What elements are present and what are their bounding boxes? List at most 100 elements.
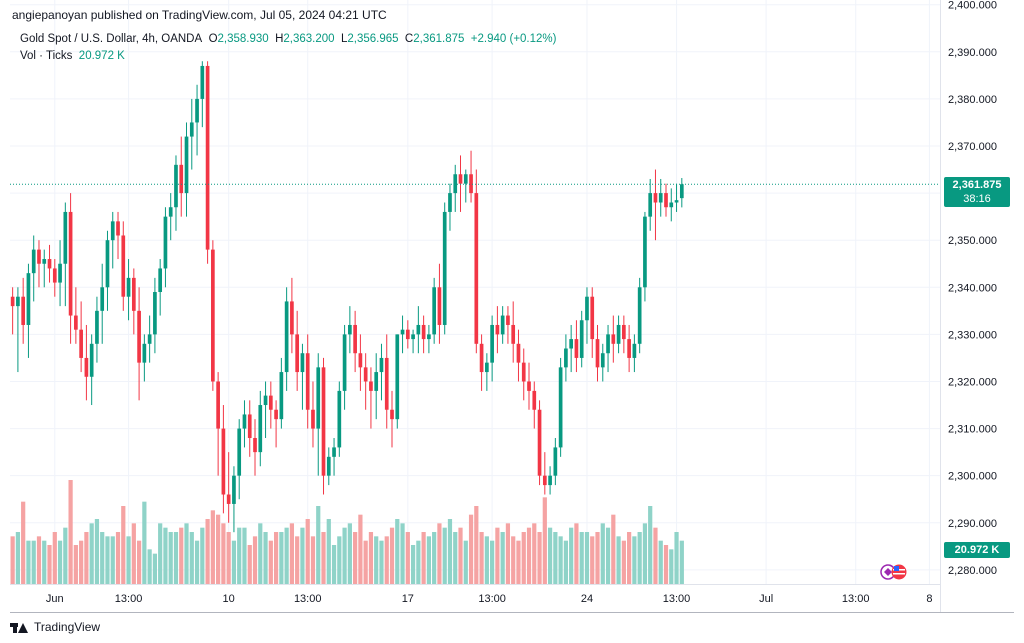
low-value: 2,356.965: [347, 33, 399, 45]
candle-body: [189, 122, 194, 137]
volume-bar: [605, 527, 611, 584]
candle: [458, 155, 463, 212]
symbol-title[interactable]: Gold Spot / U.S. Dollar, 4h, OANDA: [20, 33, 203, 45]
candle: [226, 452, 231, 523]
candle-body: [516, 343, 521, 363]
volume-bar: [653, 527, 658, 584]
volume-bar: [537, 532, 542, 584]
candle: [395, 334, 400, 429]
candle-body: [205, 65, 210, 250]
candle: [189, 98, 194, 170]
volume-bar: [500, 532, 505, 584]
candle: [63, 202, 68, 307]
candle: [585, 287, 589, 344]
volume-bar: [110, 536, 115, 584]
candle-body: [395, 334, 400, 420]
volume-bar: [210, 510, 215, 584]
candle: [105, 230, 110, 311]
volume-bar: [237, 527, 242, 584]
volume-bar: [79, 540, 84, 584]
candle-body: [121, 235, 126, 297]
candle-body: [84, 357, 89, 377]
volume-bar: [574, 523, 579, 584]
footer-brand[interactable]: TradingView: [10, 620, 100, 634]
volume-bar: [453, 532, 458, 584]
volume-bar: [184, 523, 189, 584]
candle: [574, 320, 579, 373]
candle: [174, 155, 178, 231]
volume-indicator-label[interactable]: Vol · Ticks: [20, 50, 73, 62]
candle-body: [474, 193, 479, 344]
volume-bar: [189, 532, 194, 584]
candle: [516, 329, 521, 382]
volume-bar: [642, 523, 648, 584]
volume-bar: [126, 536, 131, 584]
candle: [184, 122, 189, 217]
price-tick-label: 2,300.000: [948, 471, 997, 483]
candle-body: [10, 296, 15, 307]
us-flag-icon[interactable]: [880, 563, 910, 581]
volume-bar: [226, 532, 231, 584]
volume-bar: [516, 540, 521, 584]
time-tick-label: 13:00: [842, 593, 870, 605]
time-axis: Jun 13:00 10 13:00 17 13:00 24 13:00 Jul 13:00 8: [46, 593, 933, 605]
candle-body: [195, 98, 199, 123]
candle-body: [463, 174, 468, 184]
candle: [68, 193, 73, 344]
volume-bars: [10, 480, 684, 584]
candle: [326, 447, 331, 486]
volume-bar: [600, 523, 605, 584]
volume-bar: [474, 506, 479, 584]
candle: [110, 211, 115, 269]
candle: [358, 334, 363, 391]
candle: [116, 211, 120, 260]
candle-body: [268, 395, 273, 410]
volume-bar: [426, 536, 432, 584]
volume-bar: [363, 540, 368, 584]
candle: [653, 169, 658, 241]
volume-bar: [47, 545, 52, 584]
time-tick-label: 13:00: [478, 593, 506, 605]
candle-body: [558, 367, 563, 448]
candle: [369, 367, 373, 429]
candle-body: [521, 362, 526, 382]
volume-bar: [326, 519, 331, 584]
candle: [579, 310, 584, 368]
volume-bar: [173, 532, 179, 584]
candle: [163, 207, 168, 288]
candle: [463, 169, 468, 203]
candle: [637, 277, 642, 354]
candle-body: [532, 390, 537, 410]
volume-bar: [368, 532, 374, 584]
candle: [643, 211, 647, 302]
candle-body: [137, 310, 141, 363]
candle: [58, 240, 62, 307]
volume-bar: [205, 519, 210, 584]
candle: [511, 301, 516, 363]
candle: [21, 277, 26, 344]
candle: [42, 249, 47, 288]
candle: [31, 235, 36, 302]
candle-body: [89, 343, 94, 377]
candle: [537, 400, 542, 486]
candle: [400, 315, 405, 354]
candle-body: [200, 65, 205, 99]
candle-body: [637, 287, 642, 344]
candle-body: [321, 367, 326, 476]
candle: [448, 183, 452, 231]
volume-bar: [379, 540, 384, 584]
candle: [332, 438, 336, 476]
volume-bar: [342, 527, 347, 584]
volume-bar: [558, 536, 563, 584]
candle: [168, 193, 173, 241]
candle-body: [300, 353, 305, 373]
candle: [74, 287, 78, 344]
candle-body: [37, 249, 41, 264]
candle: [674, 183, 679, 212]
candle-body: [527, 381, 531, 391]
candle-body: [63, 211, 68, 264]
candle: [153, 277, 157, 354]
candle-body: [363, 367, 368, 382]
volume-bar: [216, 514, 221, 584]
